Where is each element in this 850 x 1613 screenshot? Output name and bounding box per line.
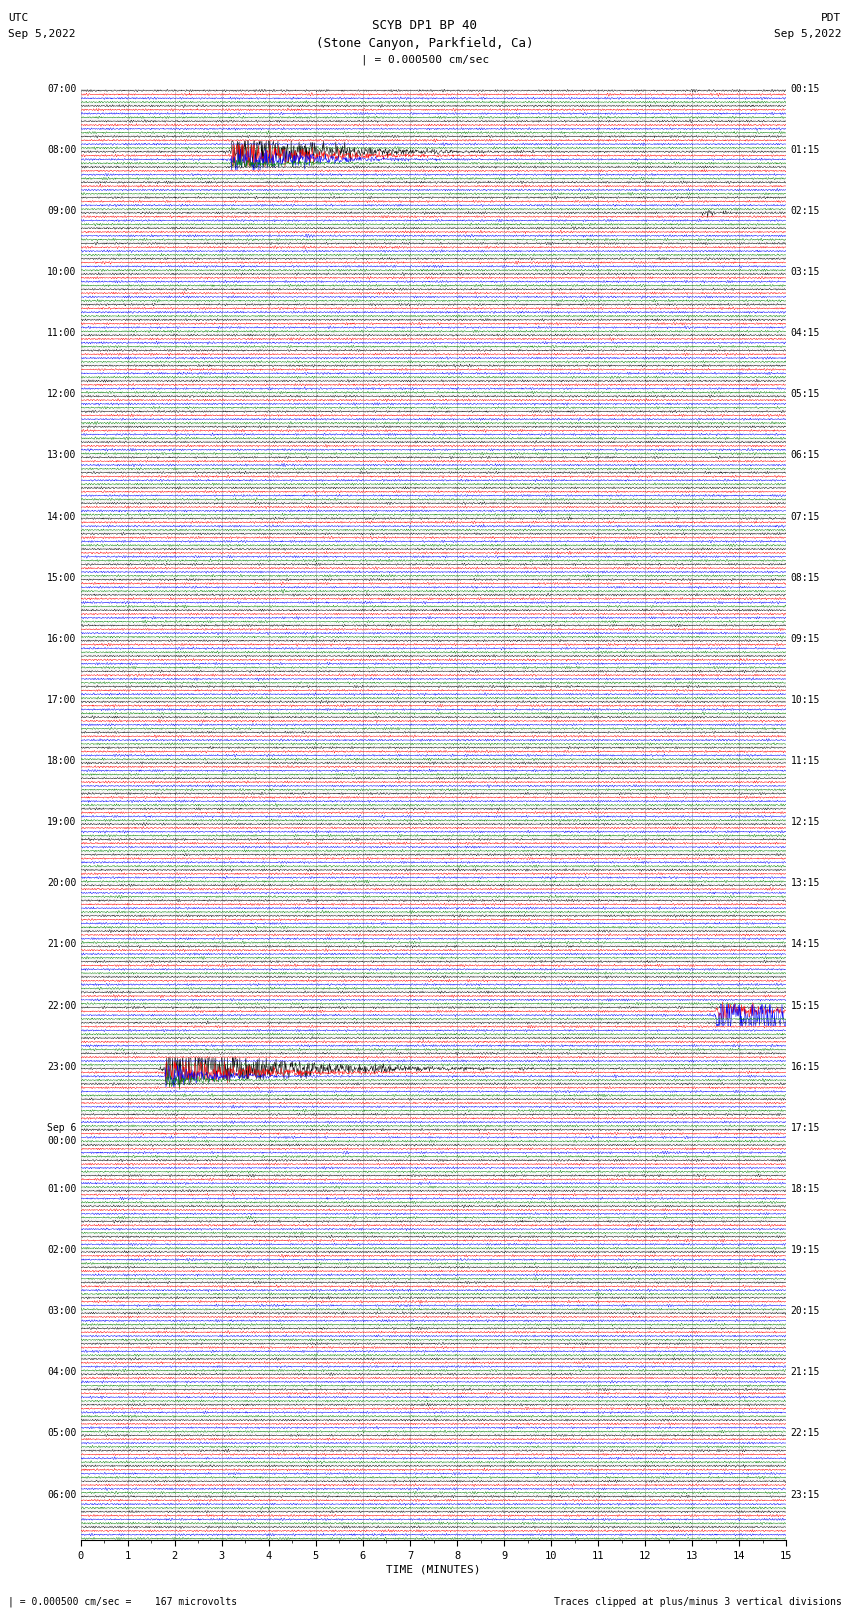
Text: Sep 5,2022: Sep 5,2022: [774, 29, 842, 39]
Text: Sep 6: Sep 6: [47, 1123, 76, 1132]
Text: 19:15: 19:15: [790, 1245, 820, 1255]
Text: | = 0.000500 cm/sec: | = 0.000500 cm/sec: [361, 55, 489, 66]
Text: 13:00: 13:00: [47, 450, 76, 460]
Text: 06:00: 06:00: [47, 1489, 76, 1500]
Text: 14:00: 14:00: [47, 511, 76, 521]
Text: UTC: UTC: [8, 13, 29, 23]
Text: 00:15: 00:15: [790, 84, 820, 94]
Text: 23:15: 23:15: [790, 1489, 820, 1500]
Text: 15:15: 15:15: [790, 1000, 820, 1011]
Text: PDT: PDT: [821, 13, 842, 23]
Text: 11:00: 11:00: [47, 327, 76, 339]
Text: 22:00: 22:00: [47, 1000, 76, 1011]
Text: 20:00: 20:00: [47, 879, 76, 889]
Text: 07:15: 07:15: [790, 511, 820, 521]
Text: 11:15: 11:15: [790, 756, 820, 766]
Text: 09:15: 09:15: [790, 634, 820, 644]
Text: 21:00: 21:00: [47, 939, 76, 950]
Text: 19:00: 19:00: [47, 818, 76, 827]
Text: 17:15: 17:15: [790, 1123, 820, 1132]
Text: 21:15: 21:15: [790, 1368, 820, 1378]
Text: SCYB DP1 BP 40: SCYB DP1 BP 40: [372, 19, 478, 32]
Text: 01:00: 01:00: [47, 1184, 76, 1194]
Text: 04:15: 04:15: [790, 327, 820, 339]
Text: 00:00: 00:00: [47, 1136, 76, 1145]
Text: 08:00: 08:00: [47, 145, 76, 155]
Text: | = 0.000500 cm/sec =    167 microvolts: | = 0.000500 cm/sec = 167 microvolts: [8, 1595, 238, 1607]
Text: Traces clipped at plus/minus 3 vertical divisions: Traces clipped at plus/minus 3 vertical …: [553, 1597, 842, 1607]
Text: 03:00: 03:00: [47, 1307, 76, 1316]
X-axis label: TIME (MINUTES): TIME (MINUTES): [386, 1565, 481, 1574]
Text: 23:00: 23:00: [47, 1061, 76, 1071]
Text: 16:00: 16:00: [47, 634, 76, 644]
Text: 07:00: 07:00: [47, 84, 76, 94]
Text: 08:15: 08:15: [790, 573, 820, 582]
Text: 02:00: 02:00: [47, 1245, 76, 1255]
Text: 18:15: 18:15: [790, 1184, 820, 1194]
Text: 04:00: 04:00: [47, 1368, 76, 1378]
Text: 10:15: 10:15: [790, 695, 820, 705]
Text: 10:00: 10:00: [47, 268, 76, 277]
Text: (Stone Canyon, Parkfield, Ca): (Stone Canyon, Parkfield, Ca): [316, 37, 534, 50]
Text: 03:15: 03:15: [790, 268, 820, 277]
Text: 09:00: 09:00: [47, 206, 76, 216]
Text: 02:15: 02:15: [790, 206, 820, 216]
Text: 18:00: 18:00: [47, 756, 76, 766]
Text: 01:15: 01:15: [790, 145, 820, 155]
Text: 14:15: 14:15: [790, 939, 820, 950]
Text: 12:15: 12:15: [790, 818, 820, 827]
Text: 20:15: 20:15: [790, 1307, 820, 1316]
Text: Sep 5,2022: Sep 5,2022: [8, 29, 76, 39]
Text: 22:15: 22:15: [790, 1429, 820, 1439]
Text: 05:00: 05:00: [47, 1429, 76, 1439]
Text: 13:15: 13:15: [790, 879, 820, 889]
Text: 06:15: 06:15: [790, 450, 820, 460]
Text: 15:00: 15:00: [47, 573, 76, 582]
Text: 05:15: 05:15: [790, 389, 820, 400]
Text: 16:15: 16:15: [790, 1061, 820, 1071]
Text: 12:00: 12:00: [47, 389, 76, 400]
Text: 17:00: 17:00: [47, 695, 76, 705]
